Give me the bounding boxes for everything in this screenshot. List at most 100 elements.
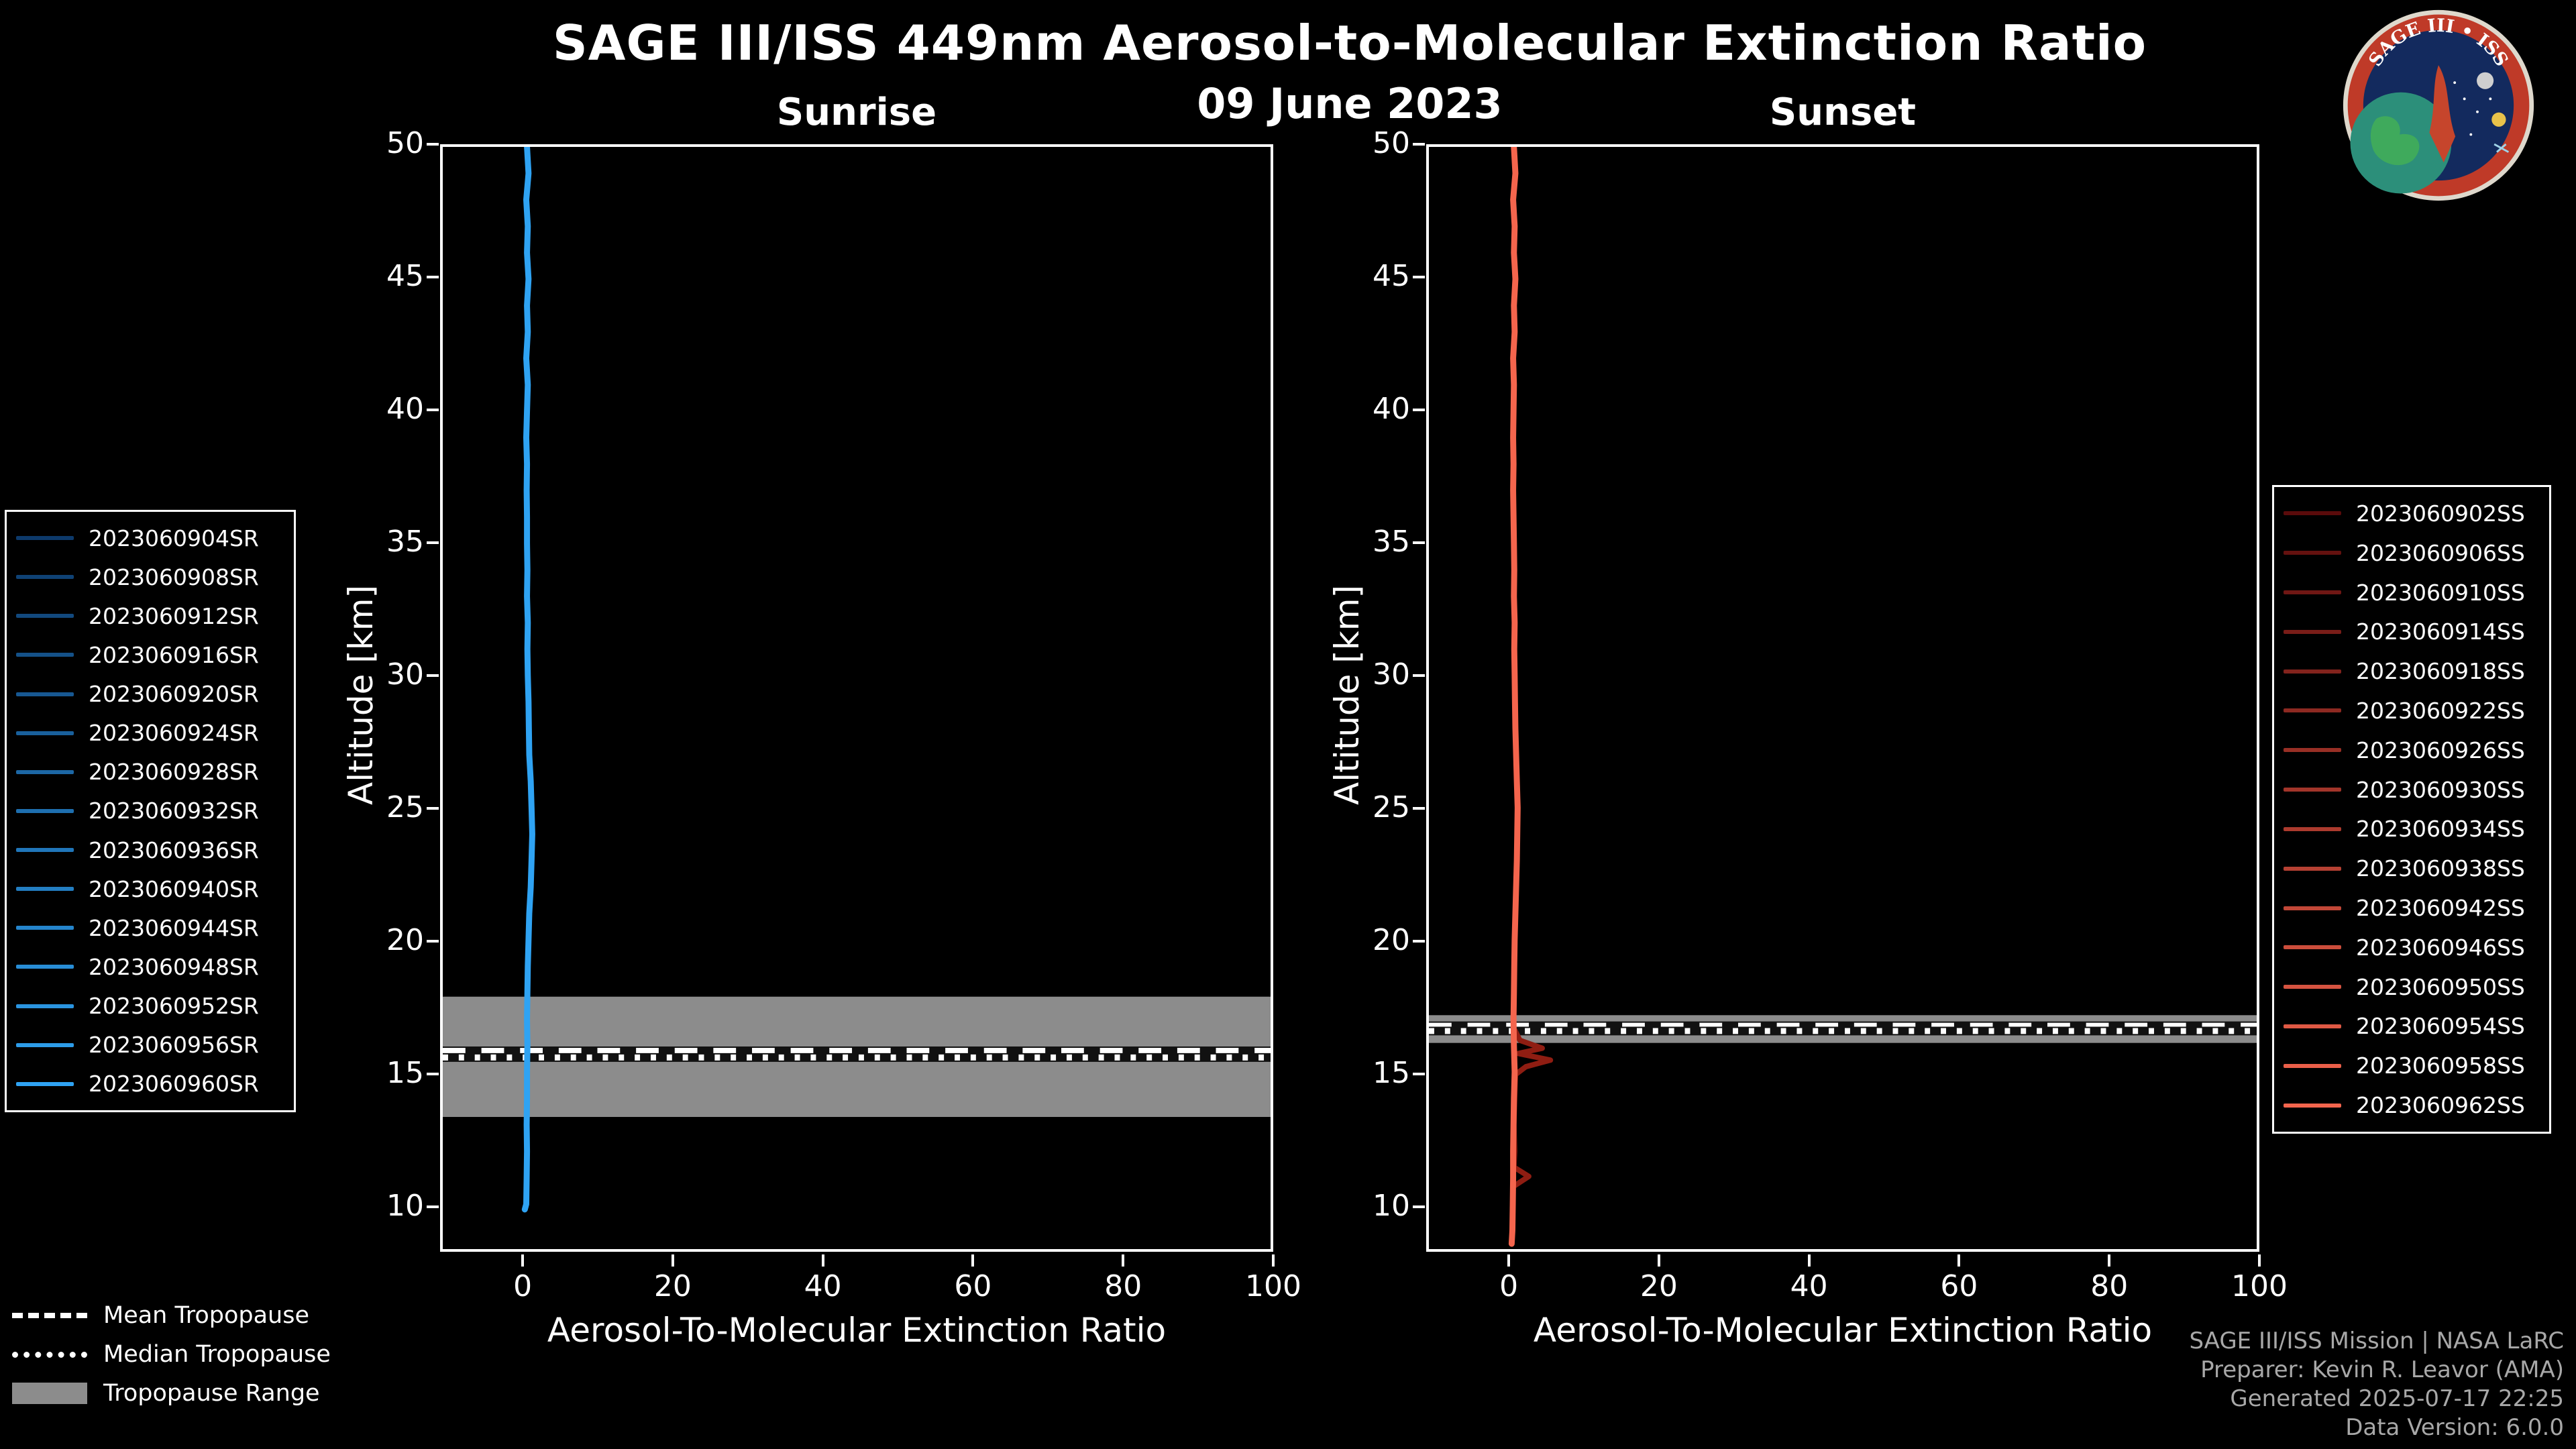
series-label: 2023060960SR: [89, 1071, 259, 1097]
series-label: 2023060928SR: [89, 759, 259, 786]
y-tick: [1413, 541, 1425, 544]
legend-item: 2023060960SR: [7, 1071, 294, 1097]
median-tropopause-legend-item: Median Tropopause: [12, 1340, 331, 1368]
mean-tropopause-label: Mean Tropopause: [103, 1302, 310, 1329]
series-label: 2023060920SR: [89, 681, 259, 708]
series-color-swatch: [16, 692, 74, 696]
series-color-swatch: [2284, 906, 2341, 910]
legend-item: 2023060904SR: [7, 525, 294, 551]
mean-tropopause-legend-item: Mean Tropopause: [12, 1301, 331, 1330]
series-label: 2023060926SS: [2356, 737, 2525, 763]
x-tick-label: 20: [653, 1269, 692, 1303]
tropopause-range-swatch: [12, 1383, 87, 1404]
y-tick-label: 10: [1373, 1188, 1410, 1223]
series-label: 2023060918SS: [2356, 658, 2525, 685]
x-tick-label: 80: [2090, 1269, 2129, 1303]
y-tick: [427, 143, 439, 146]
y-tick-label: 20: [1373, 922, 1410, 957]
legend-item: 2023060924SR: [7, 720, 294, 746]
x-tick-label: 0: [513, 1269, 533, 1303]
legend-item: 2023060932SR: [7, 798, 294, 824]
y-tick: [1413, 939, 1425, 943]
x-tick: [671, 1254, 674, 1267]
series-color-swatch: [16, 653, 74, 657]
y-tick: [427, 1072, 439, 1075]
y-tick-label: 10: [386, 1188, 424, 1223]
series-color-swatch: [16, 575, 74, 580]
footer-line: Generated 2025-07-17 22:25: [2230, 1385, 2564, 1412]
x-tick: [2258, 1254, 2261, 1267]
y-tick-label: 25: [1373, 790, 1410, 824]
x-tick: [521, 1254, 525, 1267]
legend-item: 2023060958SS: [2274, 1053, 2549, 1079]
series-color-swatch: [2284, 788, 2341, 792]
series-color-swatch: [16, 769, 74, 774]
series-color-swatch: [16, 536, 74, 541]
legend-item: 2023060922SS: [2274, 698, 2549, 724]
y-tick-label: 45: [386, 258, 424, 293]
legend-item: 2023060944SR: [7, 915, 294, 941]
tropopause-range-label: Tropopause Range: [103, 1380, 320, 1407]
figure-title: SAGE III/ISS 449nm Aerosol-to-Molecular …: [552, 15, 2147, 71]
series-color-swatch: [2284, 826, 2341, 831]
series-color-swatch: [16, 926, 74, 930]
x-tick: [1507, 1254, 1511, 1267]
series-label: 2023060954SS: [2356, 1013, 2525, 1040]
y-tick: [1413, 408, 1425, 411]
median-tropopause-swatch: [12, 1351, 87, 1358]
y-axis-label: Altitude [km]: [1328, 584, 1366, 805]
x-tick-label: 100: [2231, 1269, 2288, 1303]
legend-item: 2023060950SS: [2274, 974, 2549, 1000]
y-tick-label: 30: [1373, 657, 1410, 692]
legend-item: 2023060930SS: [2274, 777, 2549, 803]
sunset-feature-profile: [1511, 1028, 1554, 1188]
credits-footer: SAGE III/ISS Mission | NASA LaRC Preparer…: [2189, 1327, 2564, 1442]
y-tick: [1413, 1072, 1425, 1075]
figure-date: 09 June 2023: [1197, 79, 1503, 128]
legend-item: 2023060914SS: [2274, 619, 2549, 645]
median-tropopause-label: Median Tropopause: [103, 1341, 331, 1368]
legend-item: 2023060902SS: [2274, 500, 2549, 527]
x-axis-label: Aerosol-To-Molecular Extinction Ratio: [547, 1311, 1167, 1350]
series-color-swatch: [16, 1081, 74, 1086]
y-tick: [427, 541, 439, 544]
x-tick: [1272, 1254, 1275, 1267]
x-tick-label: 100: [1245, 1269, 1301, 1303]
x-tick: [1957, 1254, 1961, 1267]
legend-item: 2023060940SR: [7, 876, 294, 902]
x-tick: [2108, 1254, 2111, 1267]
legend-item: 2023060942SS: [2274, 895, 2549, 921]
series-color-swatch: [2284, 551, 2341, 555]
y-tick-label: 15: [386, 1055, 424, 1090]
series-label: 2023060906SS: [2356, 539, 2525, 566]
x-tick: [1122, 1254, 1125, 1267]
series-color-swatch: [2284, 945, 2341, 950]
tropopause-legend: Mean Tropopause Median Tropopause Tropop…: [12, 1301, 331, 1418]
y-tick: [1413, 806, 1425, 810]
series-color-swatch: [2284, 511, 2341, 516]
legend-item: 2023060954SS: [2274, 1013, 2549, 1039]
x-tick-label: 40: [804, 1269, 842, 1303]
footer-line: SAGE III/ISS Mission | NASA LaRC: [2189, 1328, 2564, 1354]
series-color-swatch: [2284, 748, 2341, 753]
y-tick: [1413, 1205, 1425, 1208]
y-tick-label: 25: [386, 790, 424, 824]
legend-item: 2023060912SR: [7, 603, 294, 629]
logo-earth-continents: [2370, 116, 2420, 166]
y-tick-label: 50: [386, 126, 424, 160]
series-label: 2023060904SR: [89, 525, 259, 551]
y-tick: [427, 806, 439, 810]
legend-item: 2023060926SS: [2274, 737, 2549, 763]
series-label: 2023060950SS: [2356, 973, 2525, 1000]
series-label: 2023060948SR: [89, 953, 259, 980]
sage-iii-iss-logo: SAGE III • ISS: [2343, 9, 2534, 201]
series-label: 2023060944SR: [89, 914, 259, 941]
y-tick: [427, 275, 439, 278]
y-tick: [1413, 275, 1425, 278]
legend-item: 2023060946SS: [2274, 934, 2549, 961]
series-color-swatch: [2284, 1024, 2341, 1028]
series-color-swatch: [16, 965, 74, 969]
footer-line: Preparer: Kevin R. Leavor (AMA): [2200, 1356, 2564, 1383]
series-label: 2023060946SS: [2356, 934, 2525, 961]
